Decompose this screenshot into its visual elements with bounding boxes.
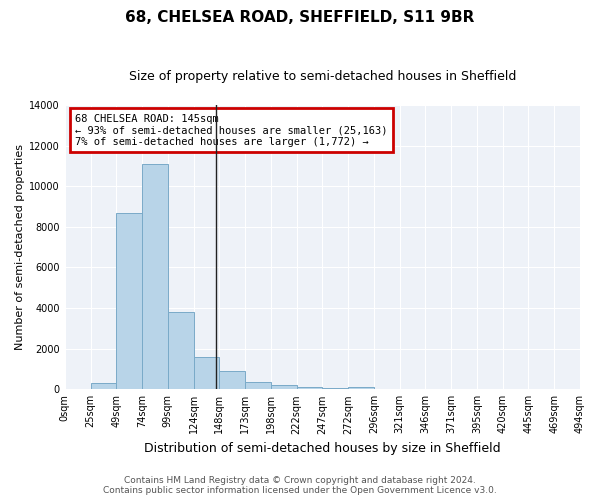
Bar xyxy=(348,388,374,390)
Title: Size of property relative to semi-detached houses in Sheffield: Size of property relative to semi-detach… xyxy=(129,70,516,83)
X-axis label: Distribution of semi-detached houses by size in Sheffield: Distribution of semi-detached houses by … xyxy=(144,442,501,455)
Bar xyxy=(271,385,296,390)
Bar xyxy=(91,383,116,390)
Bar xyxy=(194,357,220,390)
Text: 68 CHELSEA ROAD: 145sqm
← 93% of semi-detached houses are smaller (25,163)
7% of: 68 CHELSEA ROAD: 145sqm ← 93% of semi-de… xyxy=(75,114,388,146)
Bar xyxy=(245,382,271,390)
Bar xyxy=(116,212,142,390)
Text: Contains HM Land Registry data © Crown copyright and database right 2024.
Contai: Contains HM Land Registry data © Crown c… xyxy=(103,476,497,495)
Bar xyxy=(322,388,348,390)
Bar xyxy=(142,164,168,390)
Bar xyxy=(168,312,194,390)
Bar xyxy=(296,388,322,390)
Text: 68, CHELSEA ROAD, SHEFFIELD, S11 9BR: 68, CHELSEA ROAD, SHEFFIELD, S11 9BR xyxy=(125,10,475,25)
Bar xyxy=(220,371,245,390)
Y-axis label: Number of semi-detached properties: Number of semi-detached properties xyxy=(15,144,25,350)
